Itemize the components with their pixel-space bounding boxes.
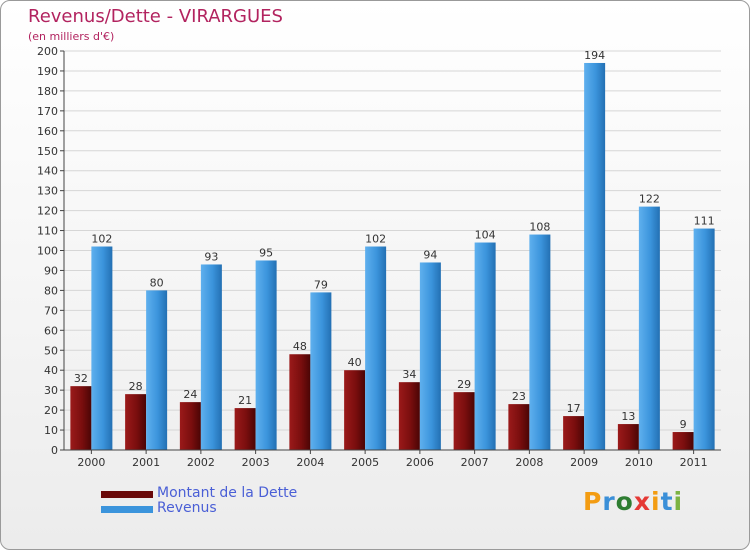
x-tick-label: 2007 xyxy=(461,456,489,469)
bar-debt xyxy=(672,432,694,450)
y-tick-label: 60 xyxy=(44,324,58,337)
data-label-revenus: 122 xyxy=(639,193,660,206)
y-tick-label: 130 xyxy=(37,185,58,198)
chart-subtitle: (en milliers d'€) xyxy=(28,30,115,43)
data-label-revenus: 94 xyxy=(423,248,437,261)
logo-letter: i xyxy=(673,487,684,516)
chart-title: Revenus/Dette - VIRARGUES xyxy=(28,6,283,27)
bar-debt xyxy=(234,408,256,450)
logo-letter: P xyxy=(583,487,603,516)
y-tick-label: 150 xyxy=(37,145,58,158)
data-label-debt: 32 xyxy=(74,372,88,385)
y-tick-label: 50 xyxy=(44,344,58,357)
data-label-debt: 29 xyxy=(457,378,471,391)
x-tick-label: 2009 xyxy=(570,456,598,469)
bar-debt xyxy=(398,382,420,450)
y-tick-label: 200 xyxy=(37,45,58,58)
bar-revenus xyxy=(474,242,496,450)
logo-letter: i xyxy=(651,487,661,516)
bar-debt xyxy=(453,392,475,450)
bar-debt xyxy=(344,370,366,450)
y-tick-label: 20 xyxy=(44,404,58,417)
data-label-revenus: 111 xyxy=(694,215,715,228)
y-tick-label: 120 xyxy=(37,205,58,218)
data-label-revenus: 102 xyxy=(365,233,386,246)
data-label-revenus: 194 xyxy=(584,49,605,62)
y-tick-label: 90 xyxy=(44,264,58,277)
y-tick-label: 170 xyxy=(37,105,58,118)
data-label-debt: 21 xyxy=(238,394,252,407)
x-tick-label: 2002 xyxy=(187,456,215,469)
legend-label-debt: Montant de la Dette xyxy=(157,485,298,501)
bar-revenus xyxy=(638,206,660,450)
data-label-revenus: 102 xyxy=(91,233,112,246)
data-label-revenus: 108 xyxy=(529,221,550,234)
y-tick-label: 70 xyxy=(44,304,58,317)
y-tick-label: 160 xyxy=(37,125,58,138)
data-label-debt: 28 xyxy=(129,380,143,393)
x-tick-label: 2006 xyxy=(406,456,434,469)
logo-letter: o xyxy=(615,487,634,516)
bar-revenus xyxy=(365,246,387,450)
logo-letter: x xyxy=(633,487,651,516)
data-label-debt: 34 xyxy=(402,368,416,381)
bar-debt xyxy=(125,394,147,450)
data-label-debt: 9 xyxy=(680,418,687,431)
bar-debt xyxy=(508,404,530,450)
legend-swatch-revenus xyxy=(101,506,153,513)
data-label-debt: 48 xyxy=(293,340,307,353)
proxiti-logo: Proxiti xyxy=(583,487,683,516)
x-tick-label: 2011 xyxy=(680,456,708,469)
x-tick-label: 2001 xyxy=(132,456,160,469)
bar-revenus xyxy=(310,292,332,450)
y-tick-label: 30 xyxy=(44,384,58,397)
bar-revenus xyxy=(255,260,277,450)
x-tick-label: 2005 xyxy=(351,456,379,469)
y-tick-label: 110 xyxy=(37,225,58,238)
data-label-debt: 23 xyxy=(512,390,526,403)
x-tick-label: 2003 xyxy=(242,456,270,469)
data-label-revenus: 93 xyxy=(204,250,218,263)
bar-revenus xyxy=(91,246,113,450)
bar-revenus xyxy=(146,290,168,450)
y-tick-label: 140 xyxy=(37,165,58,178)
x-tick-label: 2010 xyxy=(625,456,653,469)
data-label-debt: 40 xyxy=(348,356,362,369)
data-label-revenus: 104 xyxy=(475,229,496,242)
bar-revenus xyxy=(529,234,551,450)
data-label-revenus: 95 xyxy=(259,246,273,259)
bar-debt xyxy=(70,386,92,450)
bar-debt xyxy=(563,416,585,450)
bar-debt xyxy=(289,354,311,450)
data-label-revenus: 80 xyxy=(150,276,164,289)
logo-letter: t xyxy=(660,487,674,516)
x-tick-label: 2004 xyxy=(296,456,324,469)
bar-debt xyxy=(617,424,639,450)
bar-debt xyxy=(179,402,201,450)
data-label-debt: 17 xyxy=(567,402,581,415)
data-label-debt: 13 xyxy=(621,410,635,423)
y-tick-label: 190 xyxy=(37,65,58,78)
legend-label-revenus: Revenus xyxy=(157,500,217,516)
bar-revenus xyxy=(584,62,606,450)
x-tick-label: 2008 xyxy=(515,456,543,469)
logo-letter: r xyxy=(602,487,616,516)
data-label-debt: 24 xyxy=(183,388,197,401)
data-label-revenus: 79 xyxy=(314,278,328,291)
y-tick-label: 100 xyxy=(37,245,58,258)
bar-revenus xyxy=(693,228,715,450)
y-tick-label: 40 xyxy=(44,364,58,377)
bar-revenus xyxy=(419,262,441,450)
y-tick-label: 80 xyxy=(44,284,58,297)
y-tick-label: 180 xyxy=(37,85,58,98)
legend-swatch-debt xyxy=(101,491,153,498)
bar-revenus xyxy=(200,264,222,450)
y-tick-label: 10 xyxy=(44,424,58,437)
x-tick-label: 2000 xyxy=(77,456,105,469)
y-tick-label: 0 xyxy=(51,444,58,457)
